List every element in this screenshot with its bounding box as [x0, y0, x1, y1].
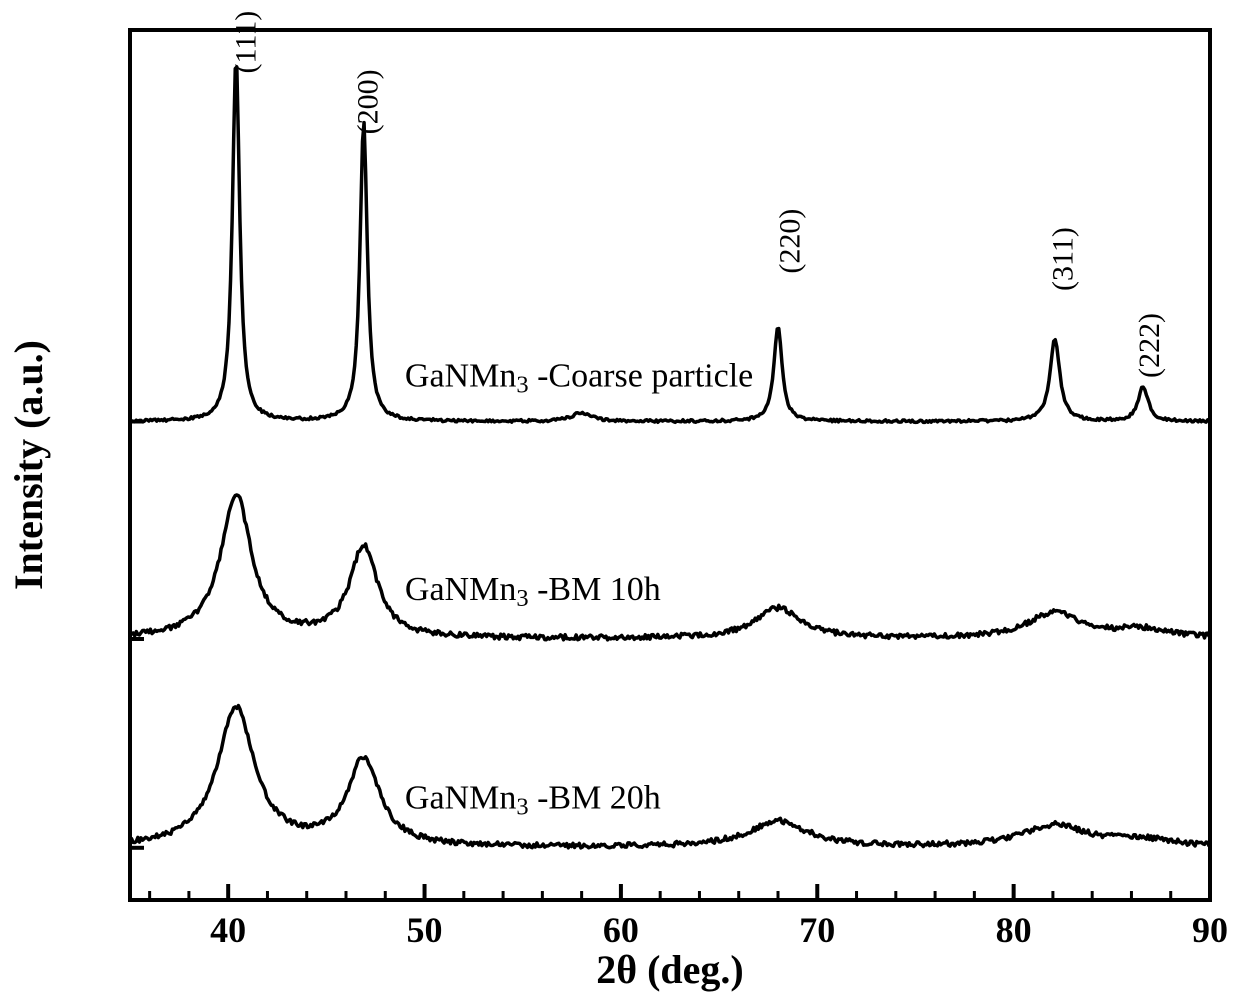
svg-text:GaNMn3 -BM 20h: GaNMn3 -BM 20h	[405, 780, 661, 821]
svg-text:(111): (111)	[230, 11, 263, 74]
svg-text:70: 70	[799, 910, 835, 950]
svg-text:90: 90	[1192, 910, 1228, 950]
svg-text:(311): (311)	[1047, 227, 1080, 291]
svg-text:GaNMn3 -BM 10h: GaNMn3 -BM 10h	[405, 571, 661, 612]
svg-text:80: 80	[996, 910, 1032, 950]
svg-text:Intensity (a.u.): Intensity (a.u.)	[6, 340, 51, 590]
svg-text:(200): (200)	[351, 69, 384, 134]
svg-text:2θ (deg.): 2θ (deg.)	[596, 947, 744, 992]
svg-text:(222): (222)	[1133, 313, 1166, 378]
svg-text:40: 40	[210, 910, 246, 950]
svg-text:60: 60	[603, 910, 639, 950]
svg-text:50: 50	[407, 910, 443, 950]
svg-text:(220): (220)	[774, 209, 807, 274]
xrd-chart: 40 50 60 70 80 90 2θ (deg.) Intensity (a.u.) GaN…	[0, 0, 1240, 997]
svg-text:GaNMn3 -Coarse particle: GaNMn3 -Coarse particle	[405, 358, 753, 399]
xrd-svg: 40 50 60 70 80 90 2θ (deg.) Intensity (a.u.) GaN…	[0, 0, 1240, 997]
